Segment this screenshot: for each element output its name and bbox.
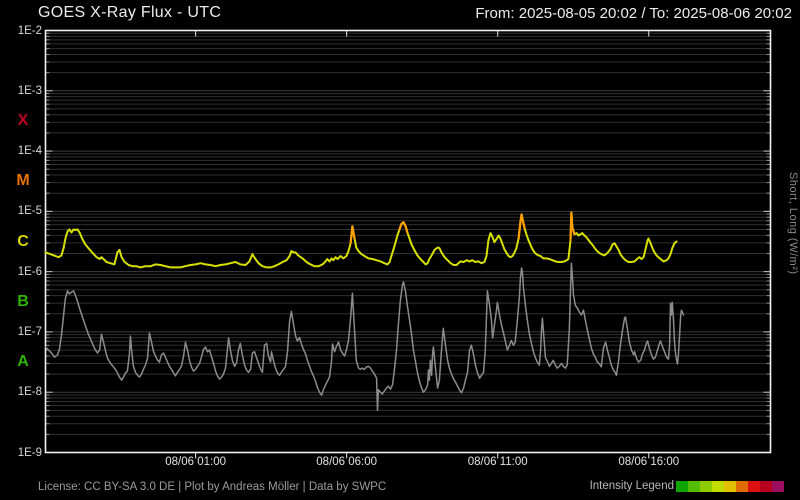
license-credits: License: CC BY-SA 3.0 DE | Plot by Andre… [38,481,387,493]
x-tick-label: 08/06 16:00 [618,456,680,468]
plot-border [44,29,772,454]
flare-class-label-m: M [16,172,30,190]
long-wavelength-trace [44,211,678,269]
y-tick-label: 1E-7 [17,325,42,338]
flare-class-label-c: C [17,232,29,250]
legend-color-swatch [760,480,772,492]
intensity-legend: Intensity Legend [590,480,784,492]
long-wavelength-peak-tips-trace [569,211,576,242]
flare-class-label-b: B [17,292,29,310]
y-tick-label: 1E-8 [17,386,42,399]
intensity-legend-colorbar [676,480,784,492]
flare-class-label-a: A [17,353,29,371]
y-tick-label: 1E-6 [17,265,42,278]
y-tick-label: 1E-5 [17,205,42,218]
legend-color-swatch [748,480,760,492]
y-tick-label: 1E-4 [17,145,42,158]
x-tick-label: 08/06 01:00 [165,456,226,468]
long-wavelength-peak-tips-trace [398,221,409,234]
legend-color-swatch [688,480,700,492]
y-tick-label: 1E-2 [17,24,42,37]
legend-color-swatch [772,480,784,492]
long-wavelength-peak-tips-trace [517,213,526,240]
right-axis-label: Short, Long (W/m²) [787,172,799,275]
chart-title: GOES X-Ray Flux - UTC [38,4,222,21]
y-tick-label: 1E-3 [17,84,42,97]
long-wavelength-peak-tips-trace [349,225,356,245]
y-tick-label: 1E-9 [17,446,42,459]
short-wavelength-trace [44,262,685,412]
legend-color-swatch [700,480,712,492]
legend-color-swatch [676,480,688,492]
intensity-legend-label: Intensity Legend [589,480,674,492]
x-tick-label: 08/06 11:00 [467,456,528,468]
x-tick-label: 08/06 06:00 [316,456,378,468]
legend-color-swatch [712,480,724,492]
time-range-label: From: 2025-08-05 20:02 / To: 2025-08-06 … [475,5,792,22]
legend-color-swatch [736,480,748,492]
flare-class-label-x: X [17,111,29,129]
legend-color-swatch [724,480,736,492]
